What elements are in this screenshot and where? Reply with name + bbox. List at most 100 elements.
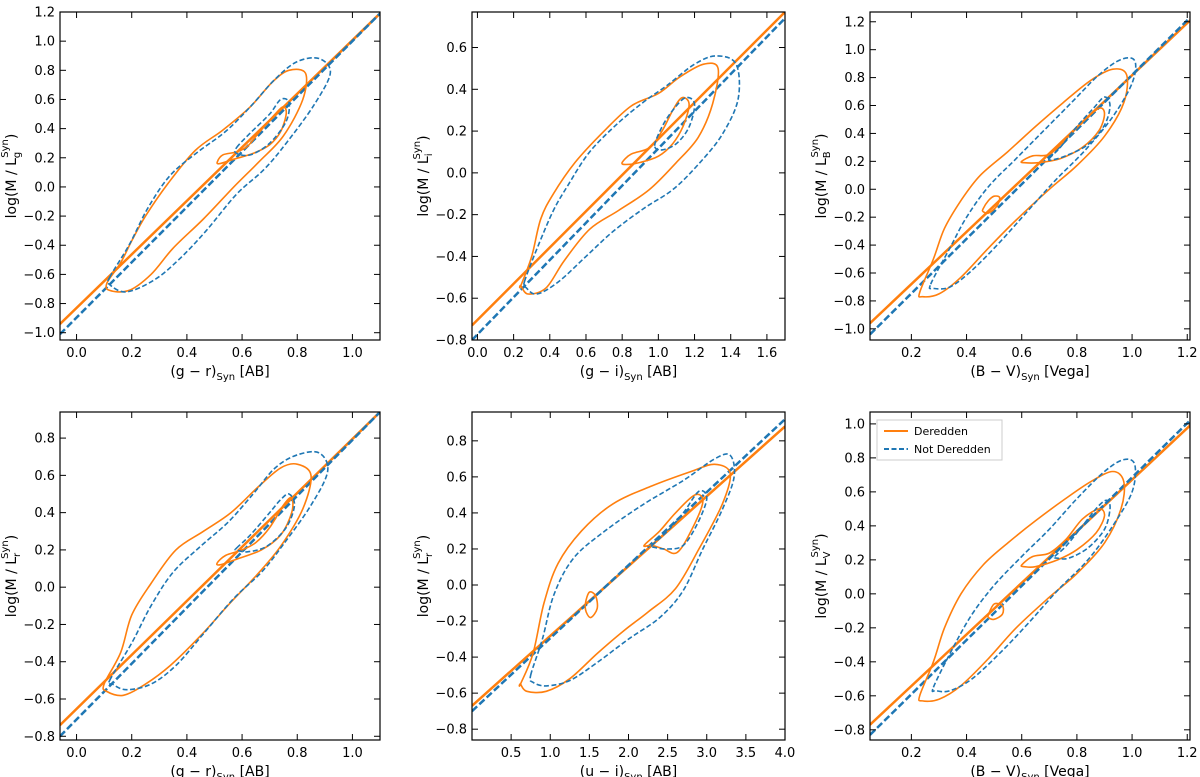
panel-5-fit-line-not-deredden — [472, 418, 785, 713]
panel-5-xtick-label: 2.5 — [657, 746, 678, 761]
panel-3-xtick-label: 0.8 — [1067, 346, 1088, 361]
panel-5: 0.5 1.0 1.5 2.0 2.5 3.0 3.5 4.0 −0.8 −0.6 −0.4 −0.2… — [412, 411, 795, 777]
panel-2-plot-area — [472, 12, 785, 340]
panel-6-xtick-label: 0.6 — [1011, 746, 1032, 761]
panel-3-contour-deredden-3 — [981, 195, 1001, 215]
panel-6-contour-not-deredden-4 — [931, 458, 1137, 693]
panel-6-xtick-label: 1.2 — [1177, 746, 1198, 761]
panel-2-ytick-label: −0.6 — [435, 292, 467, 307]
panel-2-xtick-label: 0.8 — [612, 346, 633, 361]
panel-3-xtick-label: 0.4 — [956, 346, 977, 361]
panel-1-xtick-label: 0.6 — [232, 346, 253, 361]
panel-6-ytick-label: 0.4 — [844, 519, 865, 534]
panel-4-xtick-label: 0.0 — [66, 746, 87, 761]
panel-6-contour-deredden-3 — [987, 602, 1005, 621]
panel-1-ytick-label: 0.0 — [34, 180, 55, 195]
panel-1-xtick-label: 0.0 — [66, 346, 87, 361]
panel-2-axes-frame — [471, 11, 786, 341]
panel-3-ytick-label: 1.0 — [844, 43, 865, 58]
panel-3-ytick-label: −0.6 — [833, 267, 865, 282]
panel-5-xtick-label: 1.0 — [540, 746, 561, 761]
panel-1-xlabel: (g − r)Syn [AB] — [170, 364, 269, 383]
panel-4-ytick-label: −0.4 — [23, 655, 55, 670]
panel-5-ytick-label: −0.2 — [435, 615, 467, 630]
panel-5-ytick-label: 0.4 — [446, 506, 467, 521]
panel-4-xtick-label: 0.4 — [177, 746, 198, 761]
panel-3-ytick-label: 1.2 — [844, 15, 865, 30]
panel-5-plot-area — [472, 418, 785, 713]
panel-6-ytick-label: 0.6 — [844, 485, 865, 500]
panel-6-fit-line-not-deredden — [870, 419, 1190, 736]
panel-3-xtick-label: 0.6 — [1011, 346, 1032, 361]
panel-2-xtick-label: 1.0 — [648, 346, 669, 361]
panel-3-contour-not-deredden-4 — [928, 57, 1137, 290]
panel-5-xtick-label: 3.5 — [736, 746, 757, 761]
panel-5-ylabel: log(M / LrSyn) — [412, 535, 435, 618]
panel-1-ytick-label: 1.2 — [34, 6, 55, 21]
panel-4-ytick-label: 0.6 — [34, 469, 55, 484]
panel-6-xtick-label: 0.2 — [901, 746, 922, 761]
panel-3-fit-line-not-deredden — [870, 16, 1190, 336]
panel-2-ytick-label: −0.8 — [435, 334, 467, 349]
panel-2-xtick-label: 1.4 — [720, 346, 741, 361]
panel-5-ytick-label: 0.8 — [446, 434, 467, 449]
panel-3-plot-area — [870, 16, 1190, 336]
panel-6-plot-area — [870, 419, 1190, 736]
panel-1-plot-area — [60, 12, 380, 336]
panel-3-xtick-label: 1.2 — [1177, 346, 1198, 361]
panel-4-ytick-label: 0.8 — [34, 432, 55, 447]
legend-deredden-label: Deredden — [914, 425, 968, 438]
panel-1-ytick-label: −0.8 — [23, 297, 55, 312]
panel-2-contour-not-deredden-4 — [653, 96, 696, 151]
panel-2-fit-line-not-deredden — [472, 17, 785, 340]
panel-5-xlabel: (u − i)Syn [AB] — [580, 764, 678, 777]
panel-1-xtick-label: 0.8 — [287, 346, 308, 361]
panel-6-ytick-label: −0.4 — [833, 655, 865, 670]
panel-3-contour-deredden-1 — [918, 68, 1129, 298]
panel-1-xtick-label: 0.4 — [177, 346, 198, 361]
panel-4-xlabel: (g − r)Syn [AB] — [170, 764, 269, 777]
panel-1-ytick-label: −0.2 — [23, 210, 55, 225]
panel-2-ytick-label: 0.0 — [446, 166, 467, 181]
panel-1-contour-not-deredden-3 — [106, 56, 332, 293]
panel-6-xlabel: (B − V)Syn [Vega] — [970, 764, 1089, 777]
panel-2-ylabel: log(M / LiSyn) — [412, 135, 435, 216]
panel-6-ytick-label: 1.0 — [844, 417, 865, 432]
panel-3-ytick-label: −0.4 — [833, 239, 865, 254]
panel-4-ytick-label: −0.2 — [23, 618, 55, 633]
panel-5-xtick-label: 3.0 — [696, 746, 717, 761]
panel-1-fit-line-not-deredden — [60, 12, 380, 336]
panel-6-ylabel: log(M / LVSyn) — [810, 533, 833, 618]
panel-1-contour-deredden-2 — [216, 105, 288, 165]
panel-4-contour-deredden-1 — [102, 462, 312, 697]
panel-3-ylabel: log(M / LBSyn) — [810, 133, 833, 218]
panel-5-axes-frame — [471, 411, 786, 741]
panel-3-xtick-label: 1.0 — [1122, 346, 1143, 361]
panel-6-ytick-label: 0.0 — [844, 587, 865, 602]
panel-3-ytick-label: −0.2 — [833, 211, 865, 226]
panel-4-fit-line-deredden — [60, 412, 380, 726]
panel-1-ytick-label: 0.4 — [34, 122, 55, 137]
panel-6-ytick-label: −0.8 — [833, 723, 865, 738]
panel-5-contour-not-deredden-4 — [529, 453, 736, 687]
panel-4-contour-not-deredden-3 — [107, 450, 329, 691]
panel-3-ytick-label: 0.0 — [844, 183, 865, 198]
panel-1-xtick-label: 0.2 — [121, 346, 142, 361]
panel-6-contour-deredden-1 — [918, 470, 1126, 703]
panel-4-ylabel: log(M / LrSyn) — [0, 535, 23, 618]
panel-3-xtick-label: 0.2 — [901, 346, 922, 361]
panel-3-xlabel: (B − V)Syn [Vega] — [970, 364, 1089, 383]
panel-2-contour-not-deredden-3 — [522, 55, 741, 295]
panel-3-ytick-label: 0.8 — [844, 71, 865, 86]
panel-1-ytick-label: 1.0 — [34, 35, 55, 50]
panel-6-contour-not-deredden-5 — [1053, 499, 1111, 560]
panel-6-ytick-label: 0.2 — [844, 553, 865, 568]
panel-5-contour-deredden-3 — [643, 493, 704, 555]
panel-2-xlabel: (g − i)Syn [AB] — [580, 364, 678, 383]
panel-6-fit-line-deredden — [870, 424, 1190, 726]
panel-4-ytick-label: 0.2 — [34, 543, 55, 558]
panel-2-fit-line-deredden — [472, 12, 785, 327]
panel-3-ytick-label: 0.4 — [844, 127, 865, 142]
legend: Deredden Not Deredden — [876, 419, 1003, 461]
legend-not-deredden-label: Not Deredden — [914, 443, 991, 456]
